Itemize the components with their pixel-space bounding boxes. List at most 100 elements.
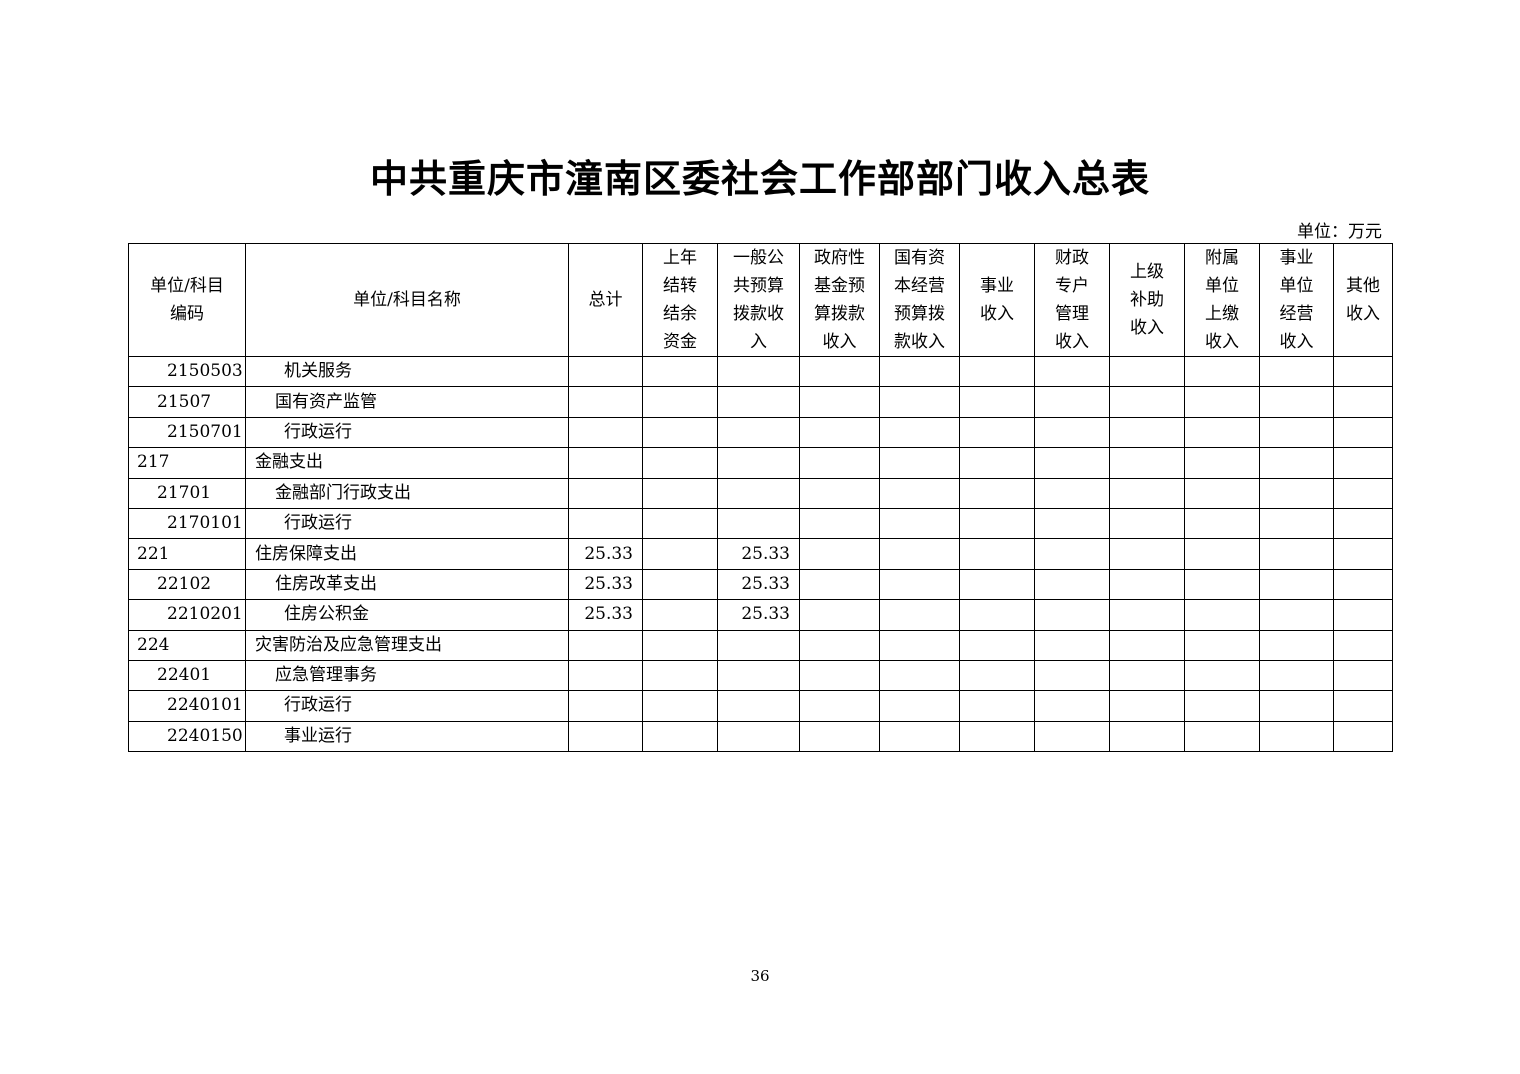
column-header: 单位/科目名称 <box>245 243 569 357</box>
empty-cell <box>879 538 960 570</box>
page-number: 36 <box>750 967 770 985</box>
subject-code: 2240150 <box>128 720 246 753</box>
empty-cell <box>1184 720 1260 753</box>
empty-cell <box>879 416 960 449</box>
total-cell: 25.33 <box>568 538 643 570</box>
empty-cell <box>799 599 880 631</box>
empty-cell <box>799 690 880 722</box>
empty-cell <box>1034 629 1110 661</box>
subject-code: 2210201 <box>128 599 246 631</box>
empty-cell <box>799 477 880 509</box>
subject-code: 221 <box>128 538 246 570</box>
empty-cell <box>1333 538 1393 570</box>
empty-cell <box>879 720 960 753</box>
empty-cell <box>1184 599 1260 631</box>
table-row: 22401 应急管理事务 <box>128 659 1393 692</box>
page-title: 中共重庆市潼南区委社会工作部部门收入总表 <box>369 156 1150 201</box>
empty-cell <box>1109 355 1185 388</box>
empty-cell <box>1109 659 1185 692</box>
empty-cell <box>1184 629 1260 661</box>
empty-cell <box>959 568 1035 601</box>
subject-code: 224 <box>128 629 246 661</box>
empty-cell <box>1109 507 1185 540</box>
empty-cell <box>1333 477 1393 509</box>
empty-cell <box>1109 416 1185 449</box>
general-budget-cell <box>717 355 800 388</box>
empty-cell <box>1259 690 1334 722</box>
table-row: 2150701 行政运行 <box>128 416 1393 449</box>
empty-cell <box>642 386 718 418</box>
table-row: 2240150 事业运行 <box>128 720 1393 753</box>
empty-cell <box>1184 416 1260 449</box>
subject-name: 住房保障支出 <box>245 538 569 570</box>
subject-name: 金融支出 <box>245 447 569 479</box>
column-header: 上级 补助 收入 <box>1109 243 1185 357</box>
subject-name: 住房公积金 <box>245 599 569 631</box>
empty-cell <box>879 568 960 601</box>
empty-cell <box>959 507 1035 540</box>
empty-cell <box>879 599 960 631</box>
empty-cell <box>1333 355 1393 388</box>
table-row: 2240101 行政运行 <box>128 690 1393 722</box>
total-cell <box>568 690 643 722</box>
total-cell <box>568 447 643 479</box>
column-header: 附属 单位 上缴 收入 <box>1184 243 1260 357</box>
income-table: 单位/科目 编码 单位/科目名称 总计 上年 结转 结余 资金 一般公 共预算 拨款收 … <box>128 243 1393 753</box>
empty-cell <box>1259 416 1334 449</box>
table-row: 2210201 住房公积金 25.33 25.33 <box>128 599 1393 631</box>
column-header: 单位/科目 编码 <box>128 243 246 357</box>
empty-cell <box>1109 447 1185 479</box>
empty-cell <box>642 690 718 722</box>
empty-cell <box>959 599 1035 631</box>
empty-cell <box>1259 629 1334 661</box>
empty-cell <box>799 507 880 540</box>
empty-cell <box>1034 447 1110 479</box>
general-budget-cell <box>717 720 800 753</box>
empty-cell <box>642 720 718 753</box>
empty-cell <box>1333 629 1393 661</box>
general-budget-cell <box>717 629 800 661</box>
empty-cell <box>1184 355 1260 388</box>
column-header: 财政 专户 管理 收入 <box>1034 243 1110 357</box>
column-header: 上年 结转 结余 资金 <box>642 243 718 357</box>
empty-cell <box>1034 568 1110 601</box>
empty-cell <box>1109 386 1185 418</box>
empty-cell <box>799 355 880 388</box>
column-header: 事业 单位 经营 收入 <box>1259 243 1334 357</box>
empty-cell <box>959 386 1035 418</box>
total-cell <box>568 507 643 540</box>
general-budget-cell <box>717 659 800 692</box>
empty-cell <box>642 447 718 479</box>
total-cell: 25.33 <box>568 599 643 631</box>
empty-cell <box>1259 720 1334 753</box>
empty-cell <box>1333 659 1393 692</box>
empty-cell <box>1034 538 1110 570</box>
empty-cell <box>1333 720 1393 753</box>
empty-cell <box>1184 477 1260 509</box>
subject-name: 应急管理事务 <box>245 659 569 692</box>
empty-cell <box>1034 507 1110 540</box>
empty-cell <box>1259 355 1334 388</box>
empty-cell <box>959 538 1035 570</box>
general-budget-cell: 25.33 <box>717 568 800 601</box>
subject-code: 21701 <box>128 477 246 509</box>
subject-name: 行政运行 <box>245 507 569 540</box>
empty-cell <box>1259 477 1334 509</box>
unit-label: 单位：万元 <box>1297 222 1382 242</box>
total-cell <box>568 477 643 509</box>
subject-code: 2170101 <box>128 507 246 540</box>
empty-cell <box>642 659 718 692</box>
column-header: 政府性 基金预 算拨款 收入 <box>799 243 880 357</box>
empty-cell <box>799 568 880 601</box>
empty-cell <box>1034 720 1110 753</box>
table-row: 224 灾害防治及应急管理支出 <box>128 629 1393 661</box>
empty-cell <box>1109 568 1185 601</box>
empty-cell <box>799 416 880 449</box>
subject-code: 22401 <box>128 659 246 692</box>
empty-cell <box>1109 690 1185 722</box>
empty-cell <box>642 629 718 661</box>
empty-cell <box>1034 416 1110 449</box>
subject-name: 住房改革支出 <box>245 568 569 601</box>
empty-cell <box>799 720 880 753</box>
empty-cell <box>1109 477 1185 509</box>
